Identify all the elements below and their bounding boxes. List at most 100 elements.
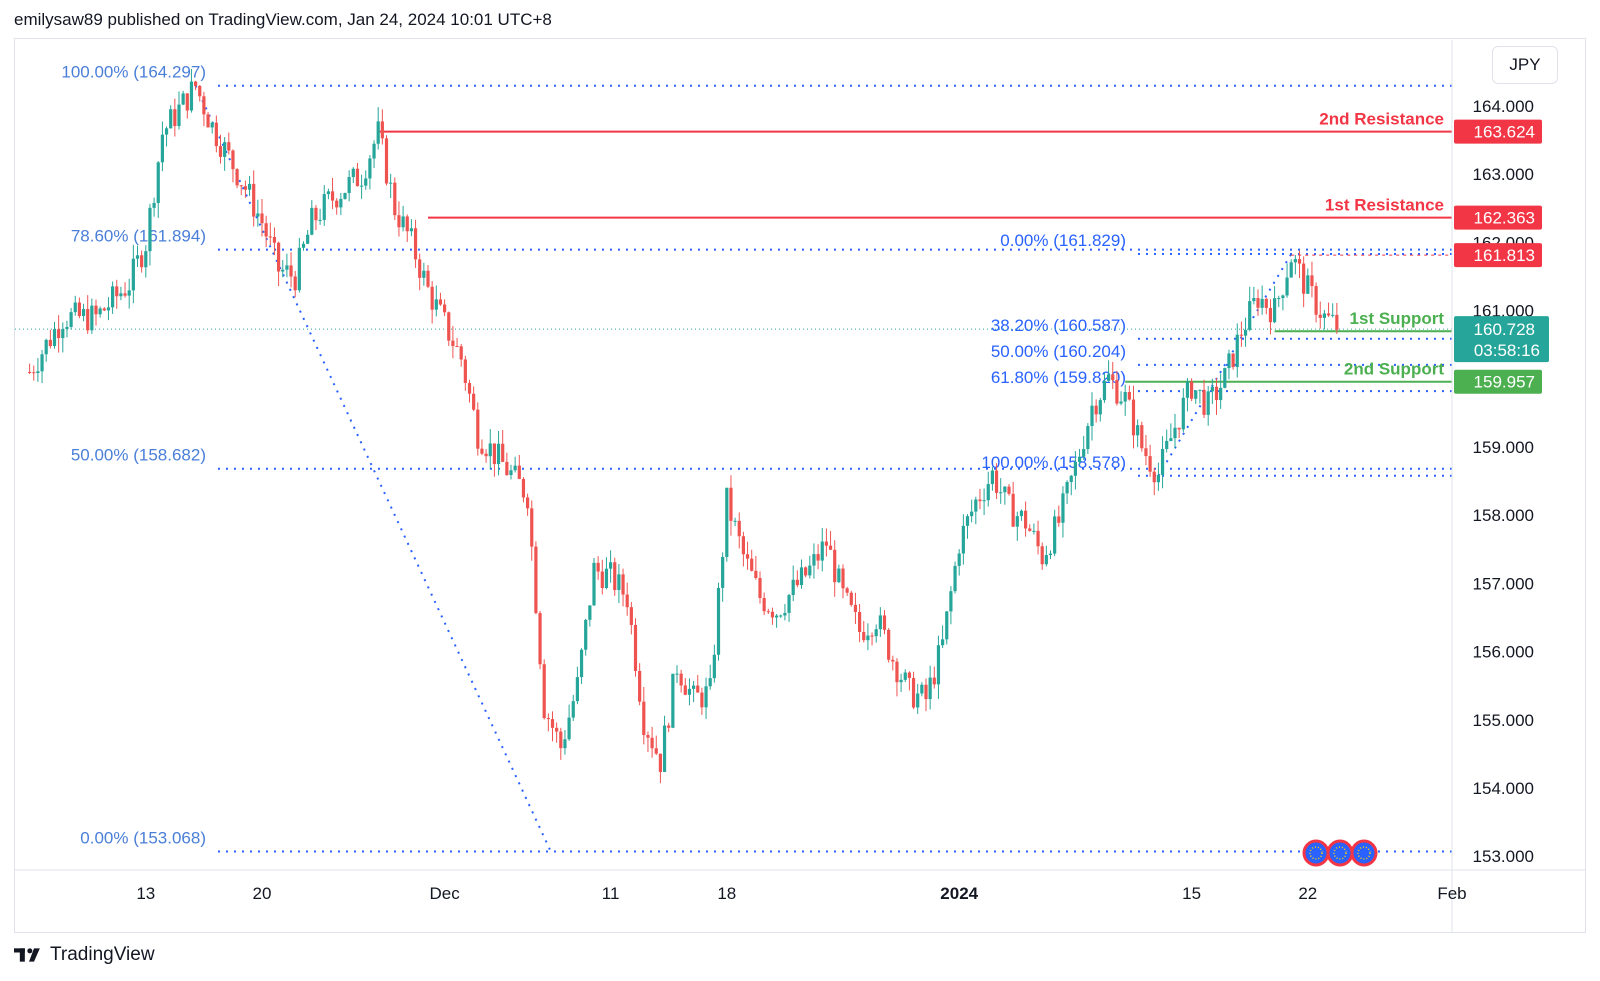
events-layer [1302,839,1378,867]
candle-body [1169,438,1173,441]
candle-body [1297,259,1302,264]
candle-body [517,465,521,479]
candle-body [845,588,849,593]
candle-body [177,104,181,127]
candle-body [1015,516,1019,527]
candle-body [447,312,451,341]
candle-body [592,562,596,606]
candle-body [1306,275,1310,294]
y-tick-label: 161.000 [1473,302,1534,321]
candle-body [306,234,310,244]
candle-body [1281,295,1285,299]
candle-body [563,739,567,749]
candle-body [40,354,44,372]
candle-body [61,329,65,339]
candle-body [903,672,907,680]
price-tag-text: 161.813 [1474,246,1535,265]
candle-body [48,339,52,347]
candle-body [1152,471,1156,483]
candle-body [1239,334,1243,336]
candle-body [480,448,484,454]
x-tick-label: 18 [717,884,736,903]
candle-body [293,276,297,291]
candle-body [443,304,447,313]
candle-body [1028,528,1032,531]
candle-body [712,654,716,679]
candle-body [1011,493,1015,527]
candle-body [297,247,301,291]
candle-body [1310,275,1314,287]
candle-body [1148,456,1152,472]
candle-body [73,302,77,313]
candle-body [1044,555,1048,565]
candle-body [824,541,828,546]
candle-body [380,121,384,139]
candle-body [501,443,505,462]
candle-body [185,93,189,111]
candle-body [318,219,322,221]
candle-body [567,717,571,740]
x-tick-label: 13 [136,884,155,903]
eu-event-icon [1326,839,1354,867]
candle-body [733,520,737,522]
candle-body [513,465,517,471]
price-tags-layer: 163.624162.363160.698159.957161.813160.7… [1454,119,1549,394]
candle-body [231,150,235,170]
price-tag-bg [1454,119,1542,144]
candle-body [330,191,335,201]
candle-body [808,565,812,576]
candle-body [326,191,330,195]
candle-body [1040,546,1044,565]
currency-button[interactable]: JPY [1492,46,1558,84]
candle-body [194,81,198,86]
candle-body [86,309,90,331]
candle-body [907,672,911,679]
candle-body [741,536,745,555]
y-tick-label: 163.000 [1473,165,1534,184]
candle-body [1156,474,1160,483]
candle-body [1185,381,1190,398]
candle-body [1127,392,1131,400]
candle-body [521,478,526,498]
candle-body [1053,516,1057,554]
candle-body [140,255,144,268]
candle-body [115,286,119,297]
footer: TradingView [14,944,155,966]
candle-body [189,81,194,111]
candle-body [874,629,878,637]
price-tag-text: 163.624 [1474,123,1535,142]
y-tick-label: 153.000 [1473,847,1534,866]
candle-body [658,753,662,772]
candle-body [455,345,459,347]
candle-body [472,393,476,410]
candle-body [36,371,40,374]
candle-body [210,122,214,128]
candle-body [932,677,936,685]
candle-body [675,673,679,675]
candle-body [1210,386,1214,392]
candle-body [1073,461,1077,476]
candle-body [235,169,239,186]
candle-body [281,269,285,272]
candle-body [1119,401,1123,404]
candle-body [1077,456,1082,462]
candles-layer [28,68,1339,784]
candle-body [965,516,970,526]
tradingview-logo-icon [14,948,40,962]
price-tag-bg [1454,369,1542,394]
candle-body [1098,400,1102,415]
candle-body [422,270,426,278]
candle-body [1331,314,1335,316]
candle-body [223,142,227,157]
candle-body [559,731,563,749]
candle-body [941,639,945,646]
candle-body [202,96,206,115]
candle-body [152,202,156,208]
candle-body [1007,486,1011,494]
fib-small-label: 0.00% (161.829) [1000,231,1126,250]
last-price-tag-bg [1454,316,1549,363]
candle-body [862,632,866,641]
chart-frame [14,38,1586,933]
candle-body [1335,314,1339,330]
